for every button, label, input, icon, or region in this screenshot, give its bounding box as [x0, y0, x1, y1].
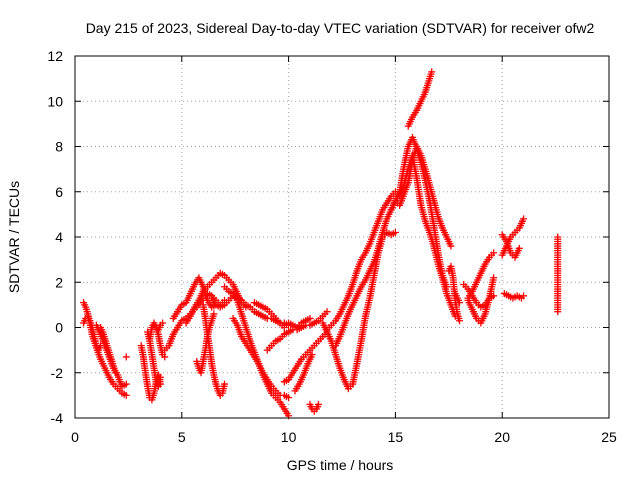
data-point — [490, 274, 498, 282]
series-track-b — [80, 312, 105, 354]
series-track-w — [306, 400, 323, 415]
data-point — [455, 299, 463, 307]
data-point — [280, 324, 288, 331]
series-track-ak — [451, 290, 463, 307]
series-track-t — [280, 328, 331, 386]
series-track-aa — [387, 143, 455, 250]
series-track-ai — [500, 290, 528, 302]
data-point — [306, 314, 314, 322]
y-tick-label: -4 — [51, 410, 64, 426]
x-tick-label: 5 — [178, 429, 186, 445]
x-tick-label: 20 — [494, 429, 510, 445]
plot-frame — [74, 55, 610, 419]
data-points — [80, 68, 562, 420]
y-axis-label: SDTVAR / TECUs — [6, 181, 22, 293]
chart-title: Day 215 of 2023, Sidereal Day-to-day VTE… — [86, 20, 595, 36]
x-axis-label: GPS time / hours — [287, 457, 394, 473]
y-tick-label: 10 — [47, 93, 63, 109]
y-tick-label: 6 — [55, 184, 63, 200]
x-tick-label: 0 — [71, 429, 79, 445]
y-tick-label: 0 — [55, 320, 63, 336]
y-tick-label: 12 — [47, 48, 63, 64]
data-point — [221, 380, 229, 388]
data-point — [428, 68, 436, 76]
series-track-ah — [498, 231, 523, 261]
series-track-u — [285, 314, 314, 331]
series-track-af — [460, 281, 498, 311]
data-point — [285, 394, 293, 402]
data-point — [520, 215, 528, 223]
data-point — [315, 400, 323, 408]
data-point — [323, 308, 331, 316]
series-track-e — [122, 353, 130, 361]
y-tick-label: 4 — [55, 229, 63, 245]
data-point — [308, 351, 316, 359]
data-point — [490, 249, 498, 257]
series-track-aj — [554, 233, 562, 316]
data-point — [490, 292, 498, 300]
data-point — [520, 292, 528, 300]
data-point — [122, 380, 130, 388]
data-point — [156, 373, 164, 381]
data-point — [443, 283, 451, 291]
x-tick-label: 25 — [601, 429, 617, 445]
y-tick-label: 2 — [55, 274, 63, 290]
data-point — [515, 244, 523, 252]
series-track-v — [291, 351, 316, 395]
series-track-q — [229, 314, 293, 402]
series-track-d — [97, 324, 120, 377]
series-track-ac — [445, 262, 463, 325]
data-point — [554, 308, 562, 316]
data-point — [210, 310, 218, 318]
data-point — [455, 317, 463, 325]
data-point — [122, 353, 130, 361]
x-tick-label: 10 — [281, 429, 297, 445]
data-point — [112, 369, 120, 377]
series-track-ab — [404, 68, 436, 130]
y-tick-label: -2 — [51, 365, 64, 381]
data-point — [161, 353, 169, 361]
y-tick-label: 8 — [55, 139, 63, 155]
x-tick-label: 15 — [388, 429, 404, 445]
data-point — [447, 242, 455, 250]
series-track-i — [150, 319, 167, 334]
series-track-r — [250, 299, 288, 331]
data-point — [122, 391, 130, 399]
series-track-n — [199, 301, 229, 399]
data-point — [391, 228, 399, 236]
grid — [75, 56, 609, 418]
data-point — [159, 319, 167, 327]
